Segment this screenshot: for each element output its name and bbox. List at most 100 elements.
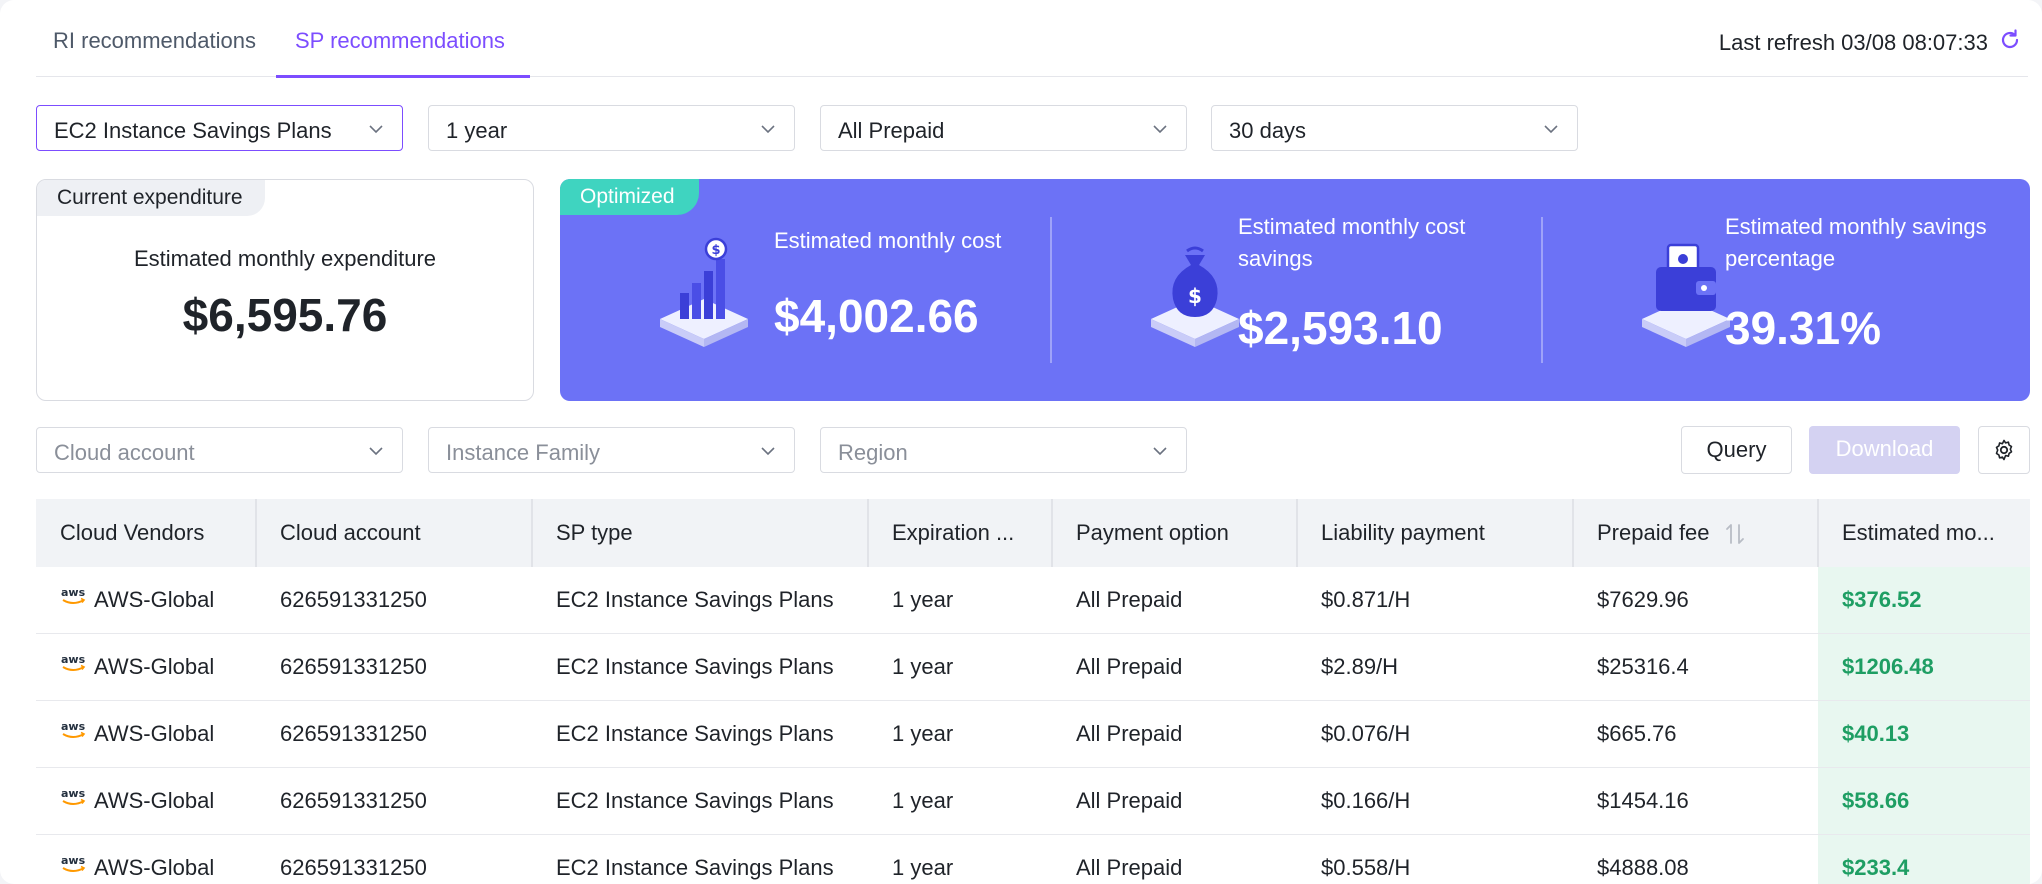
svg-text:$: $ [1188, 284, 1202, 308]
metric-value: $2,593.10 [1238, 302, 1443, 354]
last-refresh-text: Last refresh 03/08 08:07:33 [1718, 30, 1988, 55]
column-header-liability-payment[interactable]: Liability payment [1321, 520, 1485, 545]
sort-icon[interactable] [1722, 521, 1748, 547]
tab-ri-recommendations[interactable]: RI recommendations [53, 28, 256, 53]
instance-family-placeholder: Instance Family [446, 440, 601, 465]
payment-select[interactable]: All Prepaid [820, 105, 1187, 151]
instance-family-select[interactable]: Instance Family [428, 427, 795, 473]
tab-bar: RI recommendations SP recommendations La… [36, 0, 2028, 78]
prepaid-fee-header-label: Prepaid fee [1597, 520, 1710, 545]
chevron-down-icon [761, 447, 775, 456]
cell-liability: $2.89/H [1321, 654, 1399, 679]
cell-estimated: $1206.48 [1818, 634, 2030, 700]
cell-prepaid: $1454.16 [1597, 788, 1689, 813]
term-select[interactable]: 1 year [428, 105, 795, 151]
cell-sp-type: EC2 Instance Savings Plans [556, 855, 834, 880]
svg-text:aws: aws [61, 586, 86, 599]
cell-payment: All Prepaid [1076, 788, 1183, 813]
column-header-estimated-monthly[interactable]: Estimated mo... [1842, 520, 1995, 545]
table-row[interactable]: aws AWS-Global 626591331250 EC2 Instance Sa… [36, 567, 2030, 634]
metric-label: Estimated monthly cost [774, 228, 1002, 253]
cloud-account-placeholder: Cloud account [54, 440, 195, 465]
cell-sp-type: EC2 Instance Savings Plans [556, 587, 834, 612]
cell-liability: $0.076/H [1321, 721, 1411, 746]
cell-sp-type: EC2 Instance Savings Plans [556, 654, 834, 679]
current-expenditure-tag: Current expenditure [37, 180, 265, 216]
tab-sp-recommendations[interactable]: SP recommendations [295, 28, 505, 53]
column-header-expiration[interactable]: Expiration ... [892, 520, 1015, 545]
svg-text:aws: aws [61, 787, 86, 800]
payment-value: All Prepaid [838, 118, 945, 143]
column-header-payment-option[interactable]: Payment option [1076, 520, 1229, 545]
metric-divider [1541, 217, 1543, 363]
settings-button[interactable] [1978, 426, 2030, 474]
cell-payment: All Prepaid [1076, 587, 1183, 612]
column-separator [255, 499, 257, 567]
cell-sp-type: EC2 Instance Savings Plans [556, 788, 834, 813]
money-bag-icon: $ [1151, 246, 1239, 347]
wallet-card-icon [1642, 243, 1730, 347]
term-value: 1 year [446, 118, 508, 143]
cell-account: 626591331250 [280, 654, 427, 679]
cell-expiration: 1 year [892, 587, 954, 612]
cell-payment: All Prepaid [1076, 855, 1183, 880]
cloud-account-select[interactable]: Cloud account [36, 427, 403, 473]
query-button[interactable]: Query [1681, 426, 1792, 474]
table-row[interactable]: aws AWS-Global 626591331250 EC2 Instance Sa… [36, 634, 2030, 701]
cell-vendor: aws AWS-Global [36, 701, 256, 767]
table-row[interactable]: aws AWS-Global 626591331250 EC2 Instance Sa… [36, 835, 2030, 884]
cell-liability: $0.871/H [1321, 587, 1411, 612]
cell-payment: All Prepaid [1076, 654, 1183, 679]
svg-text:aws: aws [61, 854, 86, 867]
cell-account: 626591331250 [280, 855, 427, 880]
aws-logo-icon: aws [61, 720, 86, 738]
lookback-select[interactable]: 30 days [1211, 105, 1578, 151]
cell-liability: $0.166/H [1321, 788, 1411, 813]
download-button[interactable]: Download [1809, 426, 1960, 474]
cell-vendor: aws AWS-Global [36, 634, 256, 700]
metric-monthly-savings: $ Estimated monthly cost savings $2,593.… [1051, 179, 1541, 401]
active-tab-indicator [276, 74, 530, 78]
column-header-cloud-account[interactable]: Cloud account [280, 520, 421, 545]
column-header-sp-type[interactable]: SP type [556, 520, 633, 545]
chevron-down-icon [761, 125, 775, 134]
cell-prepaid: $7629.96 [1597, 587, 1689, 612]
cell-liability: $0.558/H [1321, 855, 1411, 880]
refresh-icon[interactable] [1998, 28, 2022, 52]
region-placeholder: Region [838, 440, 908, 465]
svg-text:aws: aws [61, 720, 86, 733]
metric-label: Estimated monthly cost savings [1238, 214, 1466, 271]
cell-prepaid: $25316.4 [1597, 654, 1689, 679]
vendor-name: AWS-Global [94, 788, 215, 813]
cell-estimated: $233.4 [1818, 835, 2030, 884]
vendor-name: AWS-Global [94, 855, 215, 880]
column-header-cloud-vendors[interactable]: Cloud Vendors [60, 520, 205, 545]
metric-value: $4,002.66 [774, 290, 979, 342]
vendor-name: AWS-Global [94, 721, 215, 746]
column-separator [531, 499, 533, 567]
region-select[interactable]: Region [820, 427, 1187, 473]
cell-estimated: $376.52 [1818, 567, 2030, 633]
aws-logo-icon: aws [61, 854, 86, 872]
chevron-down-icon [369, 125, 383, 134]
chevron-down-icon [1544, 125, 1558, 134]
cell-estimated: $40.13 [1818, 701, 2030, 767]
column-header-prepaid-fee[interactable]: Prepaid fee [1573, 499, 1818, 567]
metric-value: 39.31% [1725, 302, 1882, 354]
gear-icon [1995, 439, 2013, 461]
cell-payment: All Prepaid [1076, 721, 1183, 746]
column-separator [1051, 499, 1053, 567]
cell-expiration: 1 year [892, 654, 954, 679]
table-row[interactable]: aws AWS-Global 626591331250 EC2 Instance Sa… [36, 768, 2030, 835]
chevron-down-icon [369, 447, 383, 456]
metric-label: Estimated monthly savings percentage [1725, 214, 1987, 271]
bar-chart-coin-icon: $ [660, 237, 748, 347]
cell-expiration: 1 year [892, 788, 954, 813]
table-row[interactable]: aws AWS-Global 626591331250 EC2 Instance Sa… [36, 701, 2030, 768]
aws-logo-icon: aws [61, 586, 86, 604]
cell-prepaid: $665.76 [1597, 721, 1677, 746]
cell-sp-type: EC2 Instance Savings Plans [556, 721, 834, 746]
lookback-value: 30 days [1229, 118, 1307, 143]
plan-type-select[interactable]: EC2 Instance Savings Plans [36, 105, 403, 151]
